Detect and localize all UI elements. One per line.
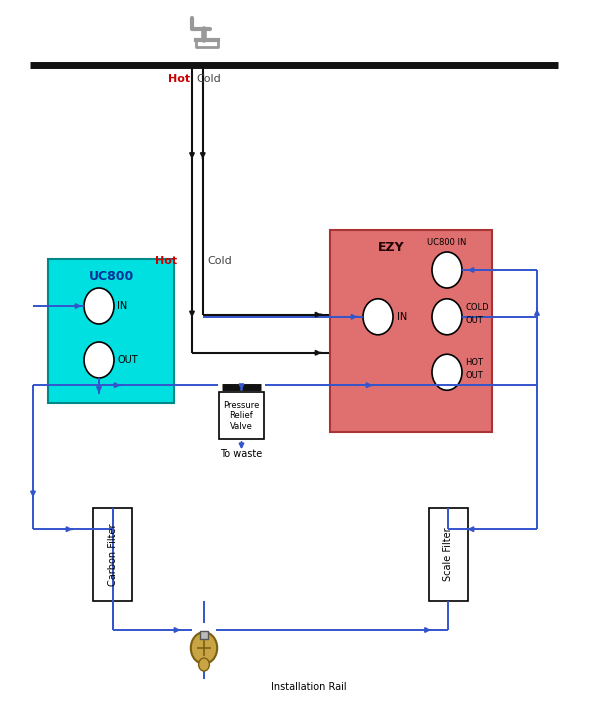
Text: OUT: OUT [117, 355, 137, 365]
Text: EZY: EZY [378, 241, 405, 254]
Text: Hot: Hot [168, 74, 190, 84]
Circle shape [84, 342, 114, 378]
Text: OUT: OUT [465, 315, 483, 325]
Text: OUT: OUT [465, 371, 483, 380]
Bar [48, 259, 174, 403]
Circle shape [432, 354, 462, 390]
Text: Pressure
Relief
Valve: Pressure Relief Valve [223, 401, 260, 431]
Text: Hot: Hot [155, 256, 177, 266]
Text: IN: IN [117, 301, 127, 311]
Circle shape [191, 632, 217, 664]
Circle shape [84, 288, 114, 324]
Circle shape [363, 299, 393, 335]
Bar [200, 631, 208, 639]
Text: UC800: UC800 [88, 270, 134, 283]
Circle shape [432, 299, 462, 335]
Bar [219, 392, 264, 439]
Circle shape [432, 252, 462, 288]
Text: Scale Filter: Scale Filter [443, 528, 454, 581]
Text: Cold: Cold [197, 74, 221, 84]
Circle shape [199, 658, 209, 671]
Text: To waste: To waste [220, 449, 263, 459]
Text: HOT: HOT [465, 358, 483, 367]
Text: Installation Rail: Installation Rail [271, 682, 347, 692]
Text: IN: IN [397, 312, 407, 322]
Text: UC800 IN: UC800 IN [427, 238, 467, 247]
Text: Carbon Filter: Carbon Filter [107, 523, 118, 585]
Bar [429, 508, 468, 601]
Bar [330, 230, 492, 432]
Bar [93, 508, 132, 601]
Text: Cold: Cold [207, 256, 232, 266]
Text: COLD: COLD [465, 302, 488, 312]
